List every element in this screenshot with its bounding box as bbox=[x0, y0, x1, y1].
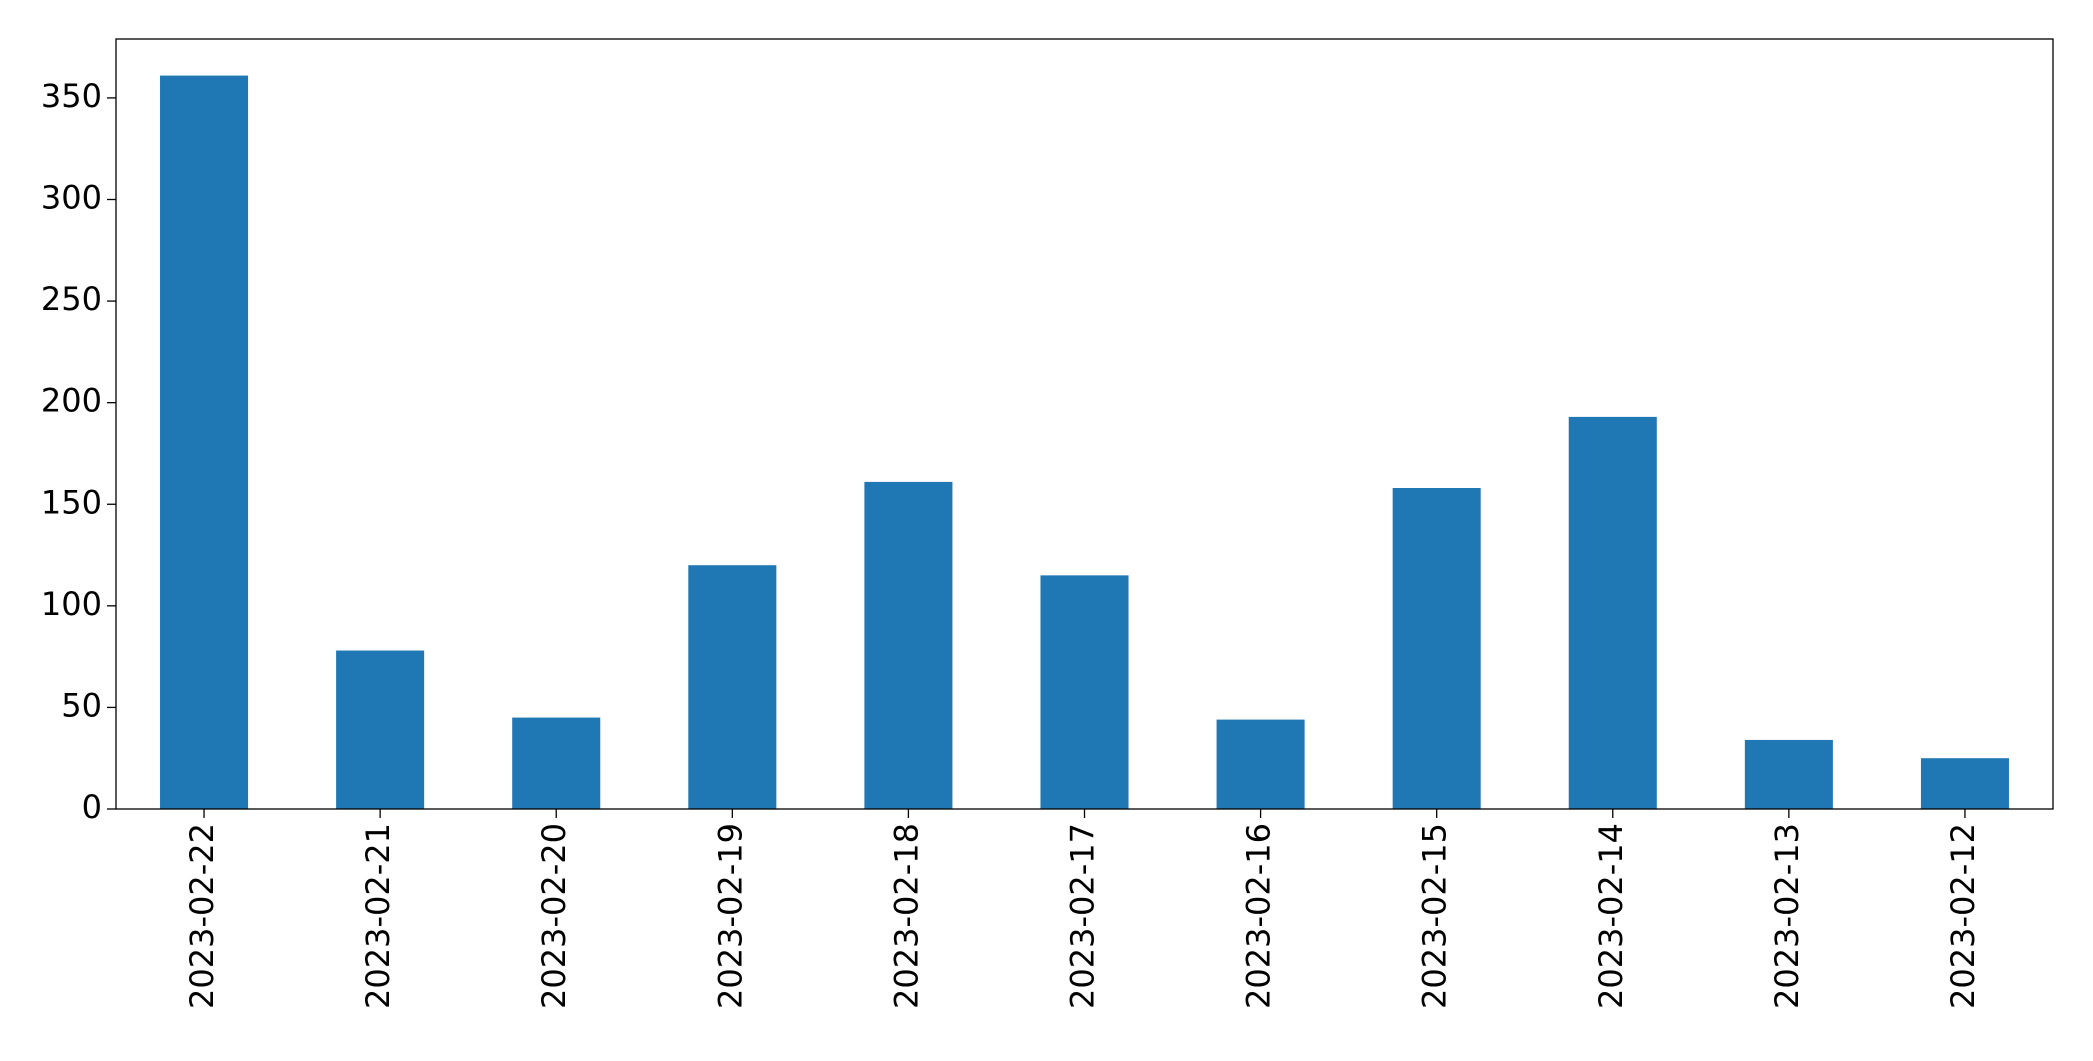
bar bbox=[160, 75, 249, 809]
y-tick-label: 300 bbox=[41, 179, 102, 217]
bar bbox=[1568, 416, 1657, 809]
x-tick-label: 2023-02-18 bbox=[887, 823, 925, 1009]
bar bbox=[1216, 719, 1305, 809]
bar bbox=[1040, 575, 1129, 809]
y-tick-label: 0 bbox=[82, 788, 102, 826]
x-tick-label: 2023-02-17 bbox=[1064, 823, 1102, 1009]
y-tick-label: 150 bbox=[41, 483, 102, 521]
plot-frame bbox=[115, 38, 2054, 810]
y-tick-label: 100 bbox=[41, 585, 102, 623]
x-tick-label: 2023-02-20 bbox=[535, 823, 573, 1009]
x-tick-label: 2023-02-14 bbox=[1592, 823, 1630, 1009]
x-tick-label: 2023-02-22 bbox=[183, 823, 221, 1009]
x-tick-label: 2023-02-13 bbox=[1768, 823, 1806, 1009]
y-tick-label: 350 bbox=[41, 77, 102, 115]
bar bbox=[512, 717, 601, 809]
bar bbox=[864, 481, 953, 809]
y-tick-label: 250 bbox=[41, 280, 102, 318]
bar bbox=[336, 650, 425, 809]
x-tick-label: 2023-02-16 bbox=[1240, 823, 1278, 1009]
y-tick-label: 50 bbox=[61, 686, 102, 724]
x-tick-label: 2023-02-19 bbox=[711, 823, 749, 1009]
x-tick-label: 2023-02-21 bbox=[359, 823, 397, 1009]
x-tick-label: 2023-02-12 bbox=[1944, 823, 1982, 1009]
y-tick-label: 200 bbox=[41, 382, 102, 420]
bar bbox=[1392, 487, 1481, 809]
x-tick-label: 2023-02-15 bbox=[1416, 823, 1454, 1009]
bar bbox=[1744, 739, 1833, 809]
bar bbox=[1920, 758, 2009, 809]
bar bbox=[688, 565, 777, 809]
